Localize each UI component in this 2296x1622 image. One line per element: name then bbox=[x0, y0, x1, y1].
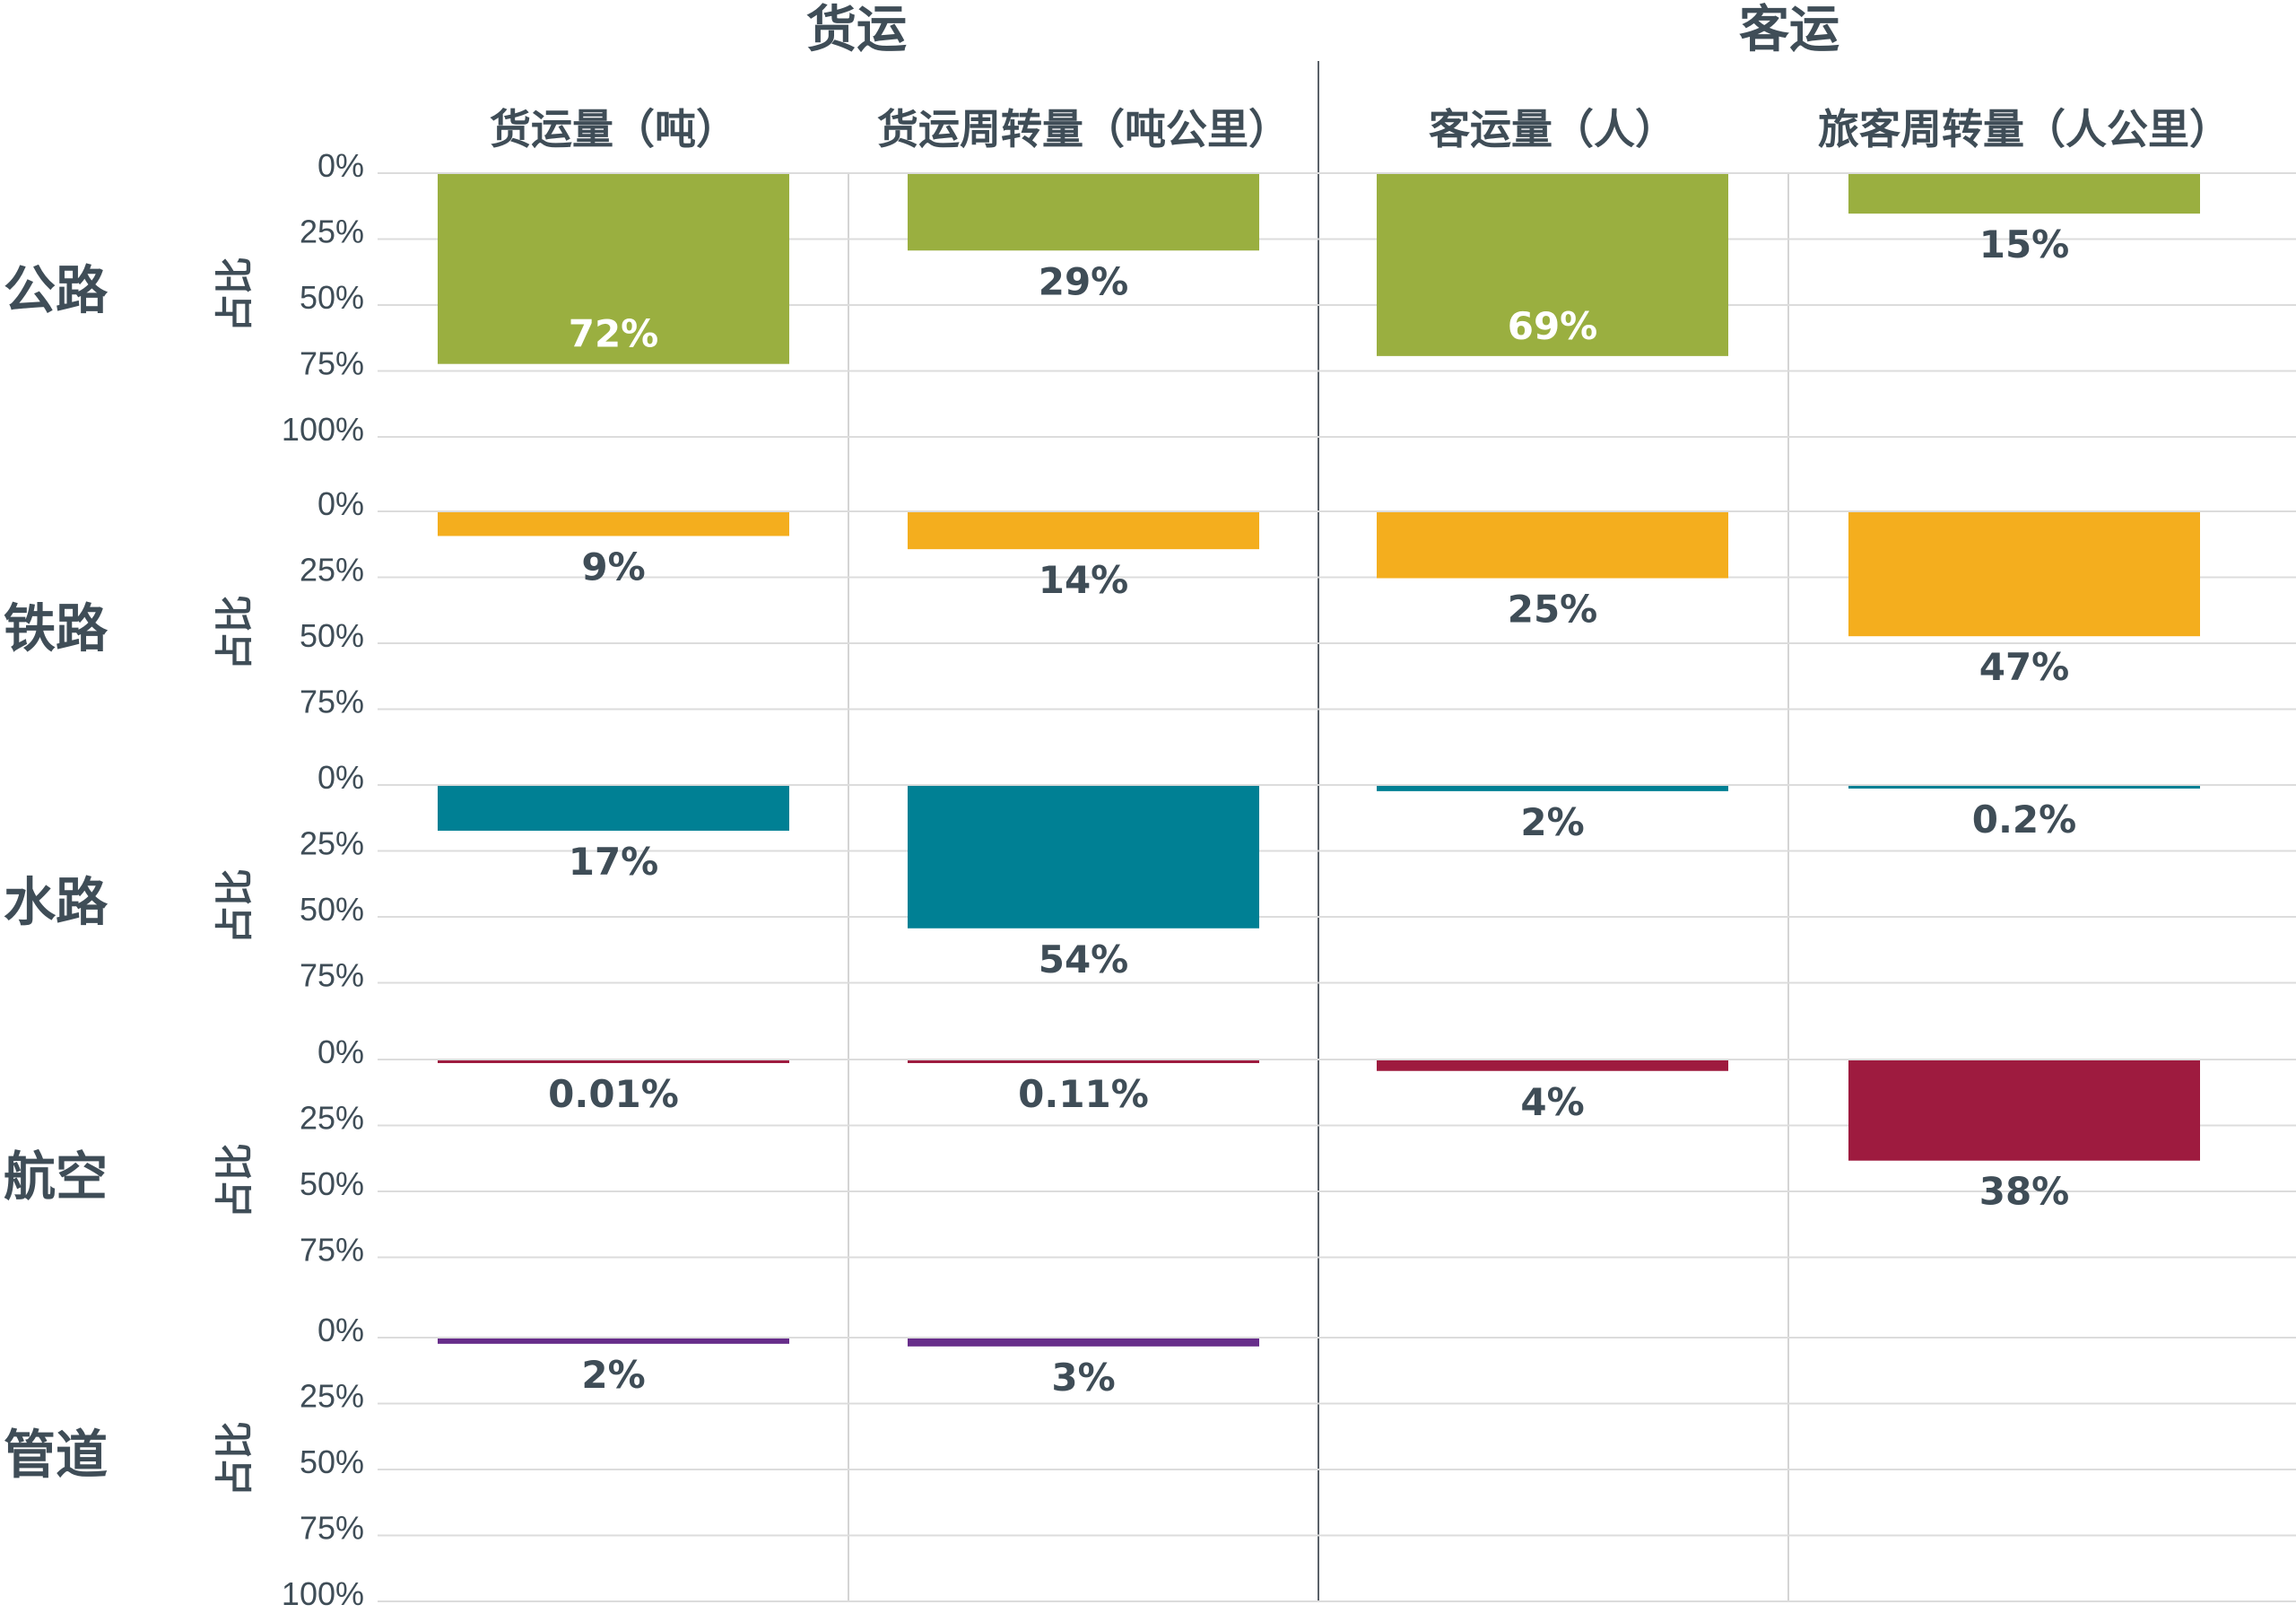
row-label: 水路 bbox=[4, 871, 109, 932]
data-label: 15% bbox=[1979, 222, 2070, 266]
bar bbox=[438, 1060, 789, 1063]
group-title: 客运 bbox=[1739, 1, 1839, 59]
y-axis-label: 占比 bbox=[213, 1143, 257, 1218]
data-label: 17% bbox=[569, 840, 659, 884]
data-label: 2% bbox=[1520, 800, 1584, 844]
y-tick-label: 0% bbox=[317, 1033, 364, 1070]
bar bbox=[1377, 1060, 1728, 1071]
y-tick-label: 0% bbox=[317, 1312, 364, 1348]
y-axis-label: 占比 bbox=[213, 595, 257, 670]
column-header: 货运量（吨） bbox=[490, 105, 737, 153]
group-title: 货运 bbox=[806, 1, 907, 59]
bar bbox=[1848, 174, 2200, 214]
bar bbox=[1377, 786, 1728, 791]
y-tick-label: 100% bbox=[282, 1575, 364, 1612]
y-axis-label: 占比 bbox=[213, 1421, 257, 1496]
bar bbox=[438, 1339, 789, 1344]
y-tick-label: 25% bbox=[300, 1100, 364, 1137]
data-label: 69% bbox=[1508, 304, 1598, 348]
y-tick-label: 50% bbox=[300, 891, 364, 928]
data-label: 29% bbox=[1039, 259, 1129, 303]
y-axis-label: 占比 bbox=[213, 868, 257, 944]
y-tick-label: 50% bbox=[300, 617, 364, 654]
bar bbox=[1848, 1060, 2200, 1161]
data-label: 3% bbox=[1051, 1356, 1115, 1400]
column-header: 货运周转量（吨公里） bbox=[877, 105, 1290, 153]
y-tick-label: 75% bbox=[300, 345, 364, 382]
row-label: 公路 bbox=[4, 259, 109, 320]
y-tick-label: 25% bbox=[300, 214, 364, 250]
row-label: 铁路 bbox=[4, 597, 109, 658]
data-label: 0.11% bbox=[1018, 1072, 1149, 1116]
y-tick-label: 25% bbox=[300, 552, 364, 589]
bar bbox=[438, 786, 789, 831]
y-tick-label: 0% bbox=[317, 485, 364, 522]
column-header: 旅客周转量（人公里） bbox=[1818, 105, 2231, 153]
data-label: 14% bbox=[1039, 558, 1129, 602]
data-label: 72% bbox=[569, 312, 659, 356]
bar bbox=[908, 1060, 1259, 1063]
bar bbox=[438, 174, 789, 364]
y-tick-label: 50% bbox=[300, 279, 364, 316]
data-label: 38% bbox=[1979, 1170, 2070, 1214]
y-tick-label: 100% bbox=[282, 411, 364, 448]
data-label: 2% bbox=[581, 1353, 645, 1397]
y-tick-label: 50% bbox=[300, 1165, 364, 1202]
y-tick-label: 50% bbox=[300, 1443, 364, 1480]
bar bbox=[1848, 512, 2200, 637]
y-tick-label: 25% bbox=[300, 1378, 364, 1415]
data-label: 0.2% bbox=[1972, 798, 2076, 842]
y-tick-label: 75% bbox=[300, 684, 364, 720]
y-tick-label: 75% bbox=[300, 957, 364, 994]
bar bbox=[1848, 786, 2200, 789]
bar bbox=[908, 174, 1259, 251]
bar bbox=[1377, 174, 1728, 356]
column-header: 客运量（人） bbox=[1429, 105, 1676, 153]
y-tick-label: 0% bbox=[317, 759, 364, 796]
bar bbox=[908, 1339, 1259, 1347]
y-tick-label: 75% bbox=[300, 1510, 364, 1547]
y-tick-label: 0% bbox=[317, 147, 364, 184]
bar bbox=[908, 786, 1259, 929]
data-label: 0.01% bbox=[548, 1072, 679, 1116]
bar bbox=[908, 512, 1259, 550]
y-tick-label: 75% bbox=[300, 1232, 364, 1269]
data-label: 54% bbox=[1039, 937, 1129, 981]
data-label: 25% bbox=[1508, 588, 1598, 632]
y-axis-label: 占比 bbox=[213, 257, 257, 332]
row-label: 管道 bbox=[4, 1424, 108, 1485]
data-label: 47% bbox=[1979, 645, 2070, 689]
bar bbox=[438, 512, 789, 536]
bar bbox=[1377, 512, 1728, 579]
y-tick-label: 25% bbox=[300, 825, 364, 862]
row-label: 航空 bbox=[4, 1146, 108, 1207]
data-label: 4% bbox=[1520, 1080, 1584, 1124]
data-label: 9% bbox=[581, 545, 645, 589]
